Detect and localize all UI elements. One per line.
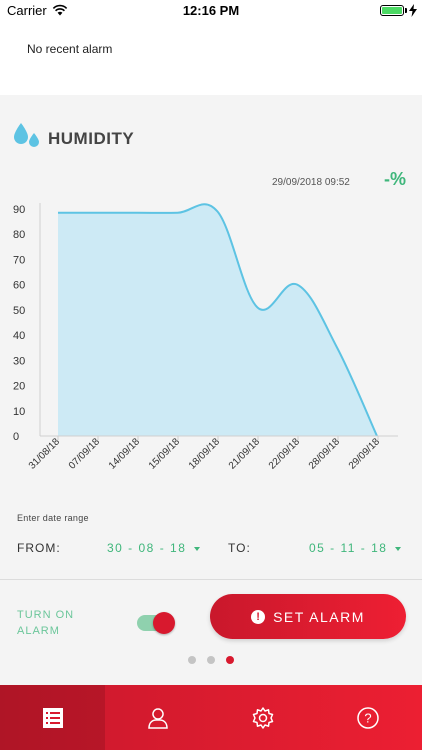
battery-icon: [380, 5, 404, 16]
alert-icon: !: [251, 609, 266, 624]
x-tick-label: 07/09/18: [67, 436, 103, 472]
page-dot[interactable]: [188, 656, 196, 664]
gear-icon: [252, 706, 273, 729]
recent-alarm-text: No recent alarm: [27, 42, 113, 56]
alarm-toggle[interactable]: [137, 612, 175, 634]
tab-bar: ?: [0, 685, 422, 750]
recent-alarm-card: No recent alarm: [0, 22, 422, 95]
clock: 12:16 PM: [182, 3, 240, 18]
chart-series-line: [58, 203, 378, 437]
to-label: TO:: [228, 541, 251, 555]
x-tick-label: 28/09/18: [307, 436, 343, 472]
y-tick-label: 40: [13, 330, 25, 342]
charging-icon: [409, 4, 417, 17]
toggle-knob: [153, 612, 175, 634]
divider: [0, 579, 422, 580]
to-date-value: 05 - 11 - 18: [309, 541, 388, 555]
tab-help[interactable]: ?: [315, 685, 420, 750]
x-tick-label: 22/09/18: [267, 436, 303, 472]
carrier-label: Carrier: [7, 3, 47, 18]
section-title: HUMIDITY: [48, 129, 135, 148]
y-tick-label: 30: [13, 355, 25, 367]
help-icon: ?: [356, 706, 379, 729]
x-tick-label: 29/09/18: [347, 436, 383, 472]
water-drops-icon: [14, 123, 39, 147]
set-alarm-button[interactable]: ! SET ALARM: [210, 594, 406, 639]
y-tick-label: 80: [13, 229, 25, 241]
battery-tip: [405, 8, 407, 13]
user-icon: [147, 707, 168, 729]
y-tick-label: 50: [13, 305, 25, 317]
from-date-select[interactable]: 30 - 08 - 18: [107, 541, 201, 555]
tab-profile[interactable]: [105, 685, 210, 750]
turn-on-alarm-label: TURN ON ALARM: [17, 609, 75, 637]
y-tick-label: 10: [13, 406, 25, 418]
humidity-panel: HUMIDITY 29/09/2018 09:52 -% 0 10 20 30 40 50…: [0, 95, 422, 685]
chart-area-fill: [58, 204, 377, 436]
x-tick-label: 21/09/18: [227, 436, 263, 472]
humidity-chart: 0 10 20 30 40 50 60 70 80 90 31/08/18 07/09/18 14/09…: [13, 203, 398, 472]
y-tick-label: 0: [13, 431, 19, 443]
tab-readings[interactable]: [0, 685, 105, 750]
date-range-prompt: Enter date range: [17, 513, 89, 523]
set-alarm-label: SET ALARM: [273, 608, 365, 625]
y-tick-label: 20: [13, 381, 25, 393]
x-tick-label: 15/09/18: [147, 436, 183, 472]
from-label: FROM:: [17, 541, 61, 555]
from-date-value: 30 - 08 - 18: [107, 541, 187, 555]
tab-settings[interactable]: [210, 685, 315, 750]
x-tick-label: 14/09/18: [107, 436, 143, 472]
current-value: -%: [384, 169, 406, 189]
x-tick-label: 31/08/18: [27, 436, 63, 472]
list-icon: [42, 707, 63, 728]
y-tick-label: 60: [13, 280, 25, 292]
page-dot-active[interactable]: [226, 656, 234, 664]
chevron-down-icon: [395, 546, 402, 551]
chevron-down-icon: [194, 546, 201, 551]
to-date-select[interactable]: 05 - 11 - 18: [309, 541, 402, 555]
y-tick-label: 90: [13, 204, 25, 216]
wifi-icon: [52, 4, 68, 16]
page-dot[interactable]: [207, 656, 215, 664]
x-tick-label: 18/09/18: [187, 436, 223, 472]
svg-text:?: ?: [364, 710, 371, 725]
reading-timestamp: 29/09/2018 09:52: [272, 177, 350, 188]
status-bar: Carrier 12:16 PM: [0, 0, 422, 22]
page-indicator: [188, 656, 234, 664]
y-tick-label: 70: [13, 254, 25, 266]
